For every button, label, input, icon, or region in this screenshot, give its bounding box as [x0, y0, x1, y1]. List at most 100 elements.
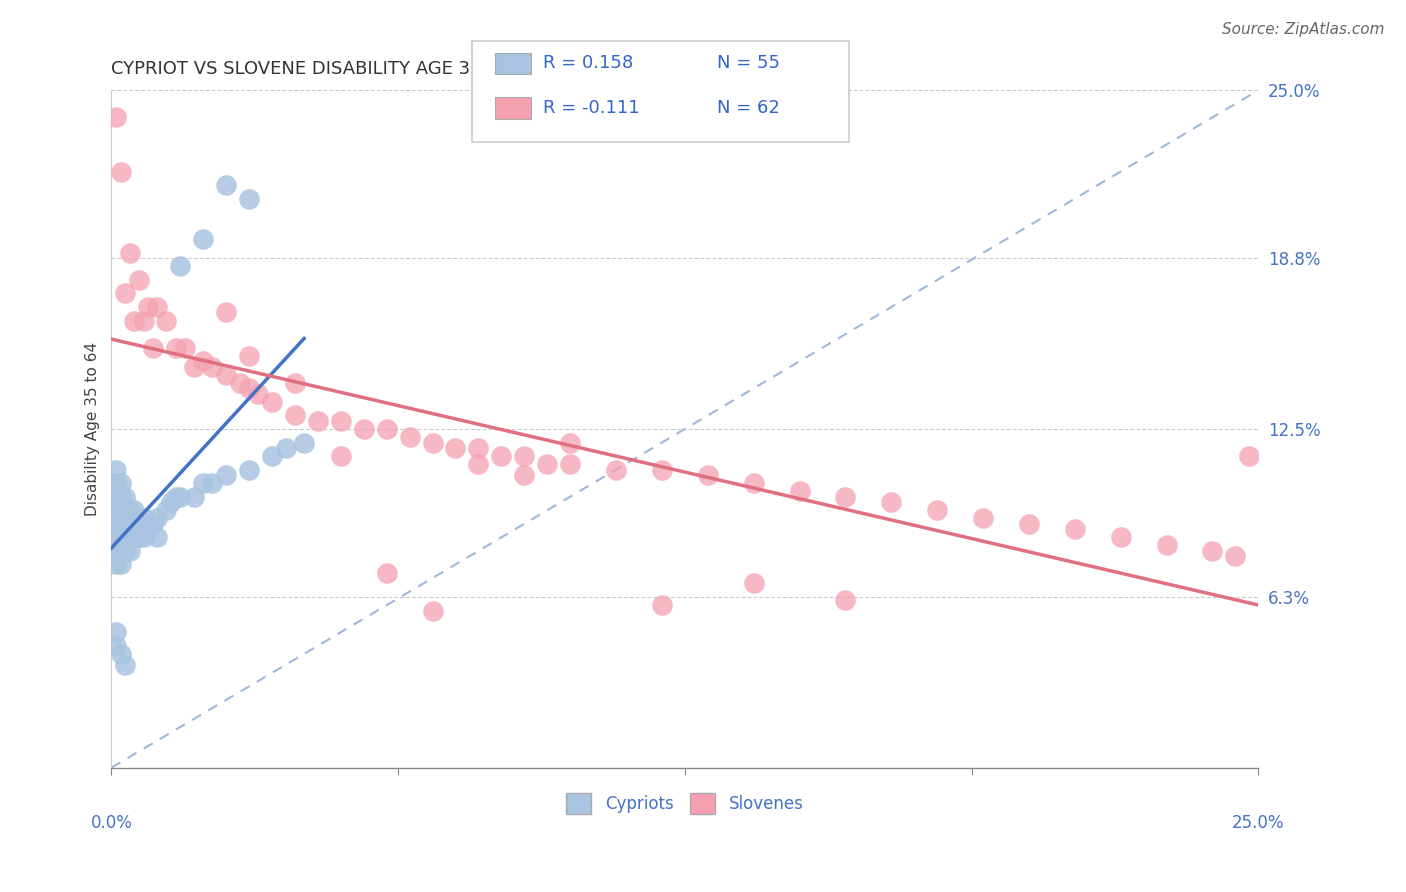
Point	[160, 495, 183, 509]
Point	[110, 503, 132, 517]
Text: N = 62: N = 62	[717, 99, 780, 117]
Point	[1109, 530, 1132, 544]
Text: CYPRIOT VS SLOVENE DISABILITY AGE 35 TO 64 CORRELATION CHART: CYPRIOT VS SLOVENE DISABILITY AGE 35 TO …	[111, 60, 742, 78]
Point	[146, 300, 169, 314]
Point	[260, 395, 283, 409]
Text: 0.0%: 0.0%	[90, 814, 132, 831]
Point	[105, 625, 128, 640]
Point	[165, 490, 187, 504]
Point	[1225, 549, 1247, 564]
Point	[105, 516, 128, 531]
Point	[605, 462, 627, 476]
Point	[132, 511, 155, 525]
Point	[142, 516, 165, 531]
Text: R = 0.158: R = 0.158	[543, 54, 633, 72]
Legend: Cypriots, Slovenes: Cypriots, Slovenes	[560, 787, 810, 821]
Point	[375, 566, 398, 580]
Point	[307, 414, 329, 428]
Point	[201, 476, 224, 491]
Point	[128, 530, 150, 544]
Point	[927, 503, 949, 517]
Point	[146, 530, 169, 544]
Point	[215, 305, 238, 319]
Point	[165, 341, 187, 355]
Point	[696, 468, 718, 483]
Point	[651, 598, 673, 612]
Point	[114, 490, 136, 504]
Point	[105, 490, 128, 504]
Point	[247, 386, 270, 401]
Point	[118, 245, 141, 260]
Point	[834, 490, 856, 504]
Text: Source: ZipAtlas.com: Source: ZipAtlas.com	[1222, 22, 1385, 37]
Point	[136, 300, 159, 314]
Point	[229, 376, 252, 390]
Point	[215, 368, 238, 382]
Text: R = -0.111: R = -0.111	[543, 99, 640, 117]
Point	[274, 441, 297, 455]
Point	[118, 503, 141, 517]
Point	[132, 530, 155, 544]
Point	[110, 647, 132, 661]
Point	[105, 530, 128, 544]
Text: N = 55: N = 55	[717, 54, 780, 72]
Point	[467, 441, 489, 455]
Point	[124, 313, 146, 327]
Point	[201, 359, 224, 374]
Point	[1237, 449, 1260, 463]
Text: 25.0%: 25.0%	[1232, 814, 1285, 831]
Point	[880, 495, 903, 509]
Y-axis label: Disability Age 35 to 64: Disability Age 35 to 64	[86, 342, 100, 516]
Point	[128, 516, 150, 531]
Point	[114, 516, 136, 531]
Point	[105, 462, 128, 476]
Point	[560, 457, 582, 471]
Point	[536, 457, 558, 471]
Point	[105, 476, 128, 491]
Point	[155, 313, 177, 327]
Point	[114, 530, 136, 544]
Point	[114, 544, 136, 558]
Point	[789, 484, 811, 499]
Point	[183, 359, 205, 374]
Point	[110, 516, 132, 531]
Point	[329, 449, 352, 463]
Point	[1201, 544, 1223, 558]
Point	[124, 516, 146, 531]
Point	[155, 503, 177, 517]
Point	[132, 313, 155, 327]
Point	[215, 468, 238, 483]
Point	[105, 544, 128, 558]
Point	[353, 422, 375, 436]
Point	[375, 422, 398, 436]
Point	[118, 530, 141, 544]
Point	[110, 164, 132, 178]
Point	[513, 468, 536, 483]
Point	[651, 462, 673, 476]
Point	[105, 639, 128, 653]
Point	[444, 441, 467, 455]
Point	[422, 603, 444, 617]
Point	[114, 286, 136, 301]
Point	[513, 449, 536, 463]
Point	[215, 178, 238, 193]
Point	[260, 449, 283, 463]
Point	[491, 449, 513, 463]
Point	[105, 503, 128, 517]
Point	[329, 414, 352, 428]
Point	[114, 657, 136, 672]
Point	[142, 341, 165, 355]
Point	[742, 576, 765, 591]
Point	[136, 522, 159, 536]
Point	[284, 376, 307, 390]
Point	[191, 232, 214, 246]
Point	[105, 111, 128, 125]
Point	[110, 544, 132, 558]
Point	[398, 430, 420, 444]
Point	[834, 592, 856, 607]
Point	[1018, 516, 1040, 531]
Point	[742, 476, 765, 491]
Point	[1156, 539, 1178, 553]
Point	[191, 476, 214, 491]
Point	[110, 558, 132, 572]
